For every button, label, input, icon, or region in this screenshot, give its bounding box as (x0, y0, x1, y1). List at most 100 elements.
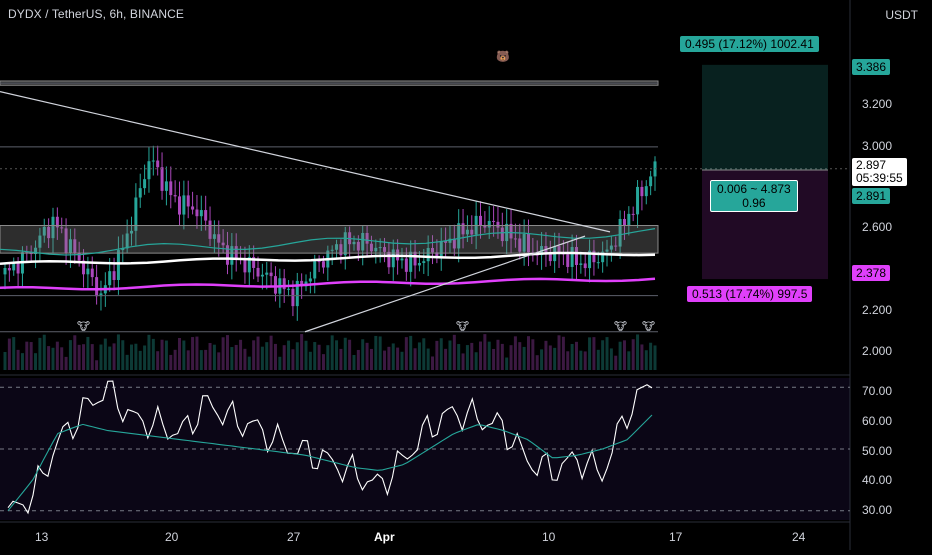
rsi-tick-label: 50.00 (862, 444, 893, 458)
candle-body (86, 268, 90, 275)
volume-bar (308, 351, 312, 370)
volume-bar (352, 355, 356, 370)
candle-body (470, 229, 474, 235)
volume-bar (25, 341, 29, 370)
last-price-value: 2.897 (856, 158, 887, 172)
candle-body (339, 244, 343, 256)
candle-body (138, 188, 142, 198)
entry-price-tag[interactable]: 2.891 (852, 188, 891, 204)
volume-bar (304, 340, 308, 370)
volume-bar (448, 340, 452, 370)
volume-bar (108, 346, 112, 370)
candle-body (583, 263, 587, 269)
volume-bar (273, 343, 277, 370)
candle-body (282, 278, 286, 290)
volume-bar (116, 334, 120, 370)
candle-body (95, 277, 99, 297)
volume-bar (34, 353, 38, 370)
volume-bar (426, 348, 430, 370)
volume-bar (474, 352, 478, 370)
volume-bar (439, 338, 443, 370)
volume-bar (130, 344, 134, 370)
volume-bar (461, 353, 465, 370)
rsi-tick-label: 30.00 (862, 503, 893, 517)
candle-body (343, 232, 347, 256)
risk-reward-box[interactable]: 0.006 ~ 4.873 0.96 (710, 180, 798, 212)
candle-body (413, 251, 417, 266)
candle-body (321, 261, 325, 268)
candle-body (313, 261, 317, 279)
support-resistance-zone (0, 225, 659, 254)
candle-body (217, 234, 221, 243)
volume-bar (252, 340, 256, 370)
volume-bar (588, 337, 592, 370)
candle-body (273, 276, 277, 294)
volume-bar (260, 346, 264, 370)
currency-label[interactable]: USDT (885, 8, 918, 22)
volume-bar (221, 337, 225, 370)
volume-bar (90, 344, 94, 370)
volume-bar (457, 344, 461, 370)
candle-body (640, 186, 644, 197)
last-price-tag[interactable]: 2.897 05:39:55 (852, 158, 907, 186)
volume-bar (553, 347, 557, 370)
candle-body (12, 262, 16, 271)
candle-body (622, 218, 626, 226)
volume-bar (125, 354, 129, 370)
volume-bar (369, 348, 373, 370)
volume-bar (60, 347, 64, 370)
volume-bar (234, 344, 238, 370)
volume-bar (51, 347, 55, 370)
volume-bar (208, 343, 212, 370)
candle-body (417, 263, 421, 266)
candle-body (422, 261, 426, 264)
candle-body (644, 186, 648, 197)
candle-body (518, 238, 522, 252)
candle-body (47, 226, 51, 239)
candle-body (112, 271, 116, 280)
candle-body (365, 232, 369, 244)
volume-bar (95, 360, 99, 370)
candle-body (317, 261, 321, 263)
volume-bar (526, 336, 530, 370)
volume-bar (470, 342, 474, 370)
symbol-label[interactable]: DYDX / TetherUS, 6h, BINANCE (8, 7, 184, 21)
volume-bar (505, 357, 509, 370)
volume-bar (177, 337, 181, 370)
volume-bar (73, 335, 77, 370)
cow-emoji-icon: 🐮 (456, 321, 470, 333)
stop-price-tag[interactable]: 2.378 (852, 265, 891, 281)
volume-bar (583, 351, 587, 370)
volume-bar (431, 356, 435, 370)
volume-bar (191, 337, 195, 370)
volume-bar (557, 335, 561, 370)
volume-bar (317, 344, 321, 370)
candle-body (636, 186, 640, 215)
volume-bar (212, 344, 216, 370)
volume-bar (38, 337, 42, 370)
stop-info-label[interactable]: 0.513 (17.74%) 997.5 (687, 286, 813, 302)
volume-bar (609, 348, 613, 370)
target-price-tag[interactable]: 3.386 (852, 59, 891, 75)
volume-bar (649, 342, 653, 370)
trendline-ascending (304, 235, 586, 333)
target-info-label[interactable]: 0.495 (17.12%) 1002.41 (680, 36, 819, 52)
volume-bar (644, 350, 648, 370)
candle-body (99, 293, 103, 297)
volume-bar (622, 340, 626, 370)
moving-average-line (0, 228, 656, 256)
price-tick-label: 2.200 (862, 303, 893, 317)
candle-body (156, 160, 160, 168)
rsi-layer (0, 380, 850, 515)
cow-emoji-icon: 🐮 (614, 321, 628, 333)
candle-body (212, 234, 216, 239)
volume-bar (103, 338, 107, 370)
volume-bar (387, 346, 391, 370)
candle-body (291, 288, 295, 307)
volume-bar (29, 342, 33, 370)
time-tick-label: 27 (287, 530, 301, 544)
candle-body (352, 241, 356, 245)
risk-reward-line1: 0.006 ~ 4.873 (717, 182, 791, 196)
volume-bar (596, 349, 600, 370)
